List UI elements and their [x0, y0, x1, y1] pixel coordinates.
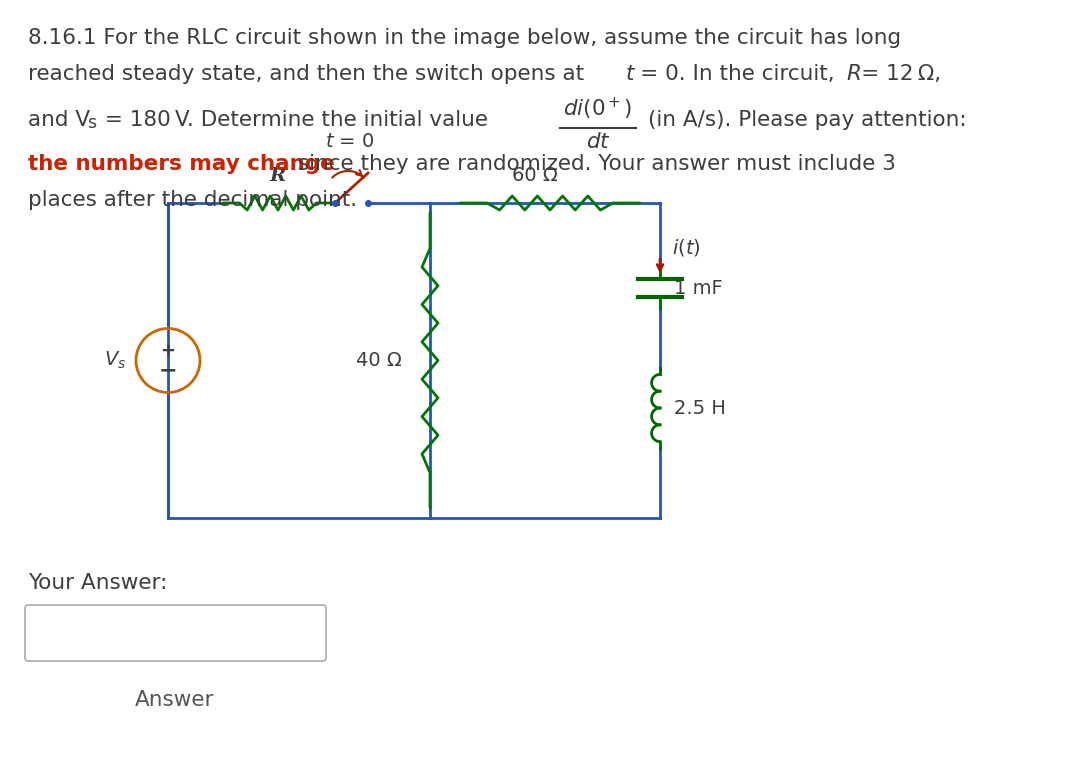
Text: Answer: Answer [136, 690, 215, 710]
Text: $di(0^+)$: $di(0^+)$ [563, 96, 632, 122]
Text: 60 Ω: 60 Ω [513, 166, 557, 185]
Text: = 0. In the circuit,: = 0. In the circuit, [637, 64, 842, 84]
Text: places after the decimal point.: places after the decimal point. [28, 190, 357, 210]
FancyBboxPatch shape [25, 605, 326, 661]
Text: = 180 V. Determine the initial value: = 180 V. Determine the initial value [98, 110, 488, 130]
Text: (in A/s). Please pay attention:: (in A/s). Please pay attention: [648, 110, 967, 130]
Text: 1 mF: 1 mF [674, 278, 723, 297]
Text: t: t [626, 64, 634, 84]
Text: +: + [160, 342, 175, 359]
Text: and V: and V [28, 110, 90, 130]
Text: = 12 Ω,: = 12 Ω, [857, 64, 941, 84]
Text: since they are randomized. Your answer must include 3: since they are randomized. Your answer m… [290, 154, 896, 174]
Text: reached steady state, and then the switch opens at: reached steady state, and then the switc… [28, 64, 591, 84]
Text: R: R [270, 167, 286, 185]
Text: 2.5 H: 2.5 H [674, 399, 726, 418]
Text: the numbers may change: the numbers may change [28, 154, 334, 174]
Text: $V_s$: $V_s$ [104, 350, 126, 371]
Text: s: s [87, 114, 96, 132]
Text: 8.16.1 For the RLC circuit shown in the image below, assume the circuit has long: 8.16.1 For the RLC circuit shown in the … [28, 28, 901, 48]
Text: $dt$: $dt$ [585, 132, 611, 152]
Text: $t$ = 0: $t$ = 0 [326, 132, 375, 151]
Text: 40 Ω: 40 Ω [357, 351, 402, 370]
Text: −: − [159, 361, 177, 381]
Text: Your Answer:: Your Answer: [28, 573, 168, 593]
Text: R: R [846, 64, 861, 84]
Text: $i(t)$: $i(t)$ [672, 237, 701, 258]
